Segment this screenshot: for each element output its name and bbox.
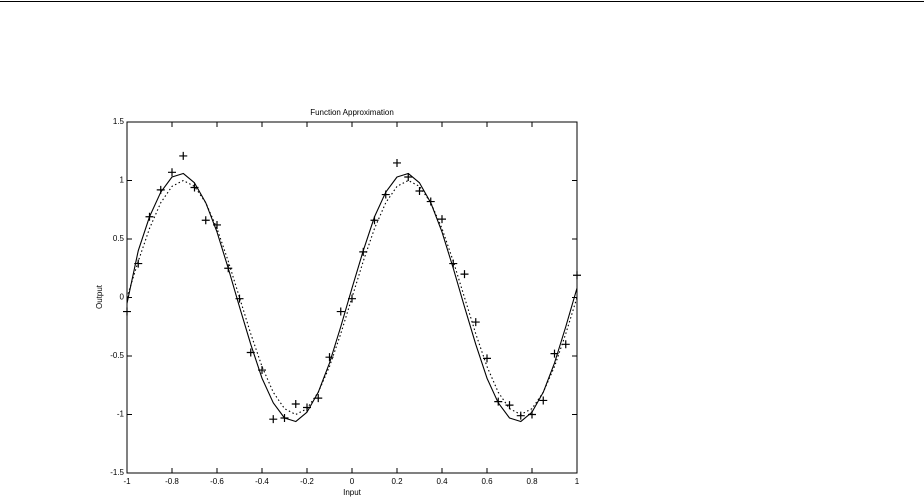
x-tick-label: -0.8 <box>165 477 179 486</box>
data-point <box>505 401 514 410</box>
data-point <box>438 215 446 224</box>
data-point <box>573 271 581 280</box>
data-point <box>393 158 401 167</box>
x-tick-label: 0.8 <box>526 477 538 486</box>
data-point <box>561 340 570 349</box>
data-point <box>123 307 131 316</box>
x-tick-label: -0.6 <box>210 477 224 486</box>
series-line <box>126 172 578 423</box>
data-point <box>336 307 345 316</box>
y-tick-label: 1 <box>120 176 125 185</box>
x-tick-label: -0.4 <box>255 477 269 486</box>
y-tick-label: 0 <box>120 293 125 302</box>
series-line <box>126 179 578 416</box>
data-point <box>516 411 525 420</box>
x-tick-label: -1 <box>123 477 131 486</box>
data-point <box>201 216 210 225</box>
data-point <box>291 399 300 408</box>
data-point <box>269 415 278 424</box>
data-point <box>483 354 491 363</box>
y-tick-label: -0.5 <box>110 351 124 360</box>
data-point <box>314 394 323 403</box>
x-tick-label: 0.6 <box>481 477 493 486</box>
x-tick-label: 0.2 <box>391 477 403 486</box>
data-point <box>404 172 413 181</box>
y-tick-label: -1.5 <box>110 468 124 477</box>
y-tick-label: 0.5 <box>113 234 125 243</box>
y-axis-label: Output <box>95 284 104 309</box>
data-point <box>539 396 548 405</box>
chart-title: Function Approximation <box>310 108 394 117</box>
x-tick-label: 0.4 <box>436 477 448 486</box>
x-tick-label: -0.2 <box>300 477 314 486</box>
x-tick-label: 0 <box>350 477 355 486</box>
x-axis-label: Input <box>343 488 362 497</box>
y-tick-label: -1 <box>117 410 125 419</box>
data-point <box>460 270 469 279</box>
x-tick-label: 1 <box>575 477 580 486</box>
data-point <box>179 151 188 160</box>
data-point <box>168 168 176 177</box>
y-tick-label: 1.5 <box>113 117 125 126</box>
data-point <box>325 353 334 362</box>
data-point <box>471 318 480 327</box>
